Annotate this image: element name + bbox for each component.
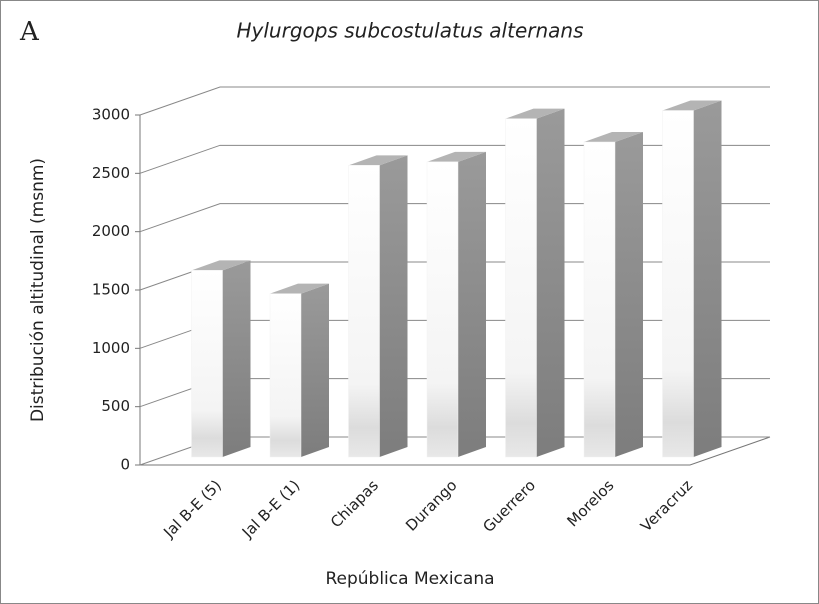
y-axis-label: Distribución altitudinal (msnm) <box>28 158 48 422</box>
bar <box>426 161 459 458</box>
bar-top <box>191 260 251 271</box>
y-tick-label: 2500 <box>92 164 130 182</box>
bar-side <box>301 283 329 457</box>
bar-top <box>505 108 565 119</box>
floor <box>140 436 771 466</box>
y-tick-label: 1500 <box>92 281 130 299</box>
x-axis-label: República Mexicana <box>325 569 494 589</box>
bar-top <box>662 100 722 111</box>
y-tick-label: 1000 <box>92 339 130 357</box>
bar-side <box>458 151 486 458</box>
bar <box>269 293 302 458</box>
bar-side <box>615 132 643 457</box>
bar-top <box>348 155 408 166</box>
chart-title: Hylurgops subcostulatus alternans <box>236 19 583 43</box>
bar-side <box>222 260 251 457</box>
bar-side <box>379 155 408 458</box>
bar-top <box>584 132 643 142</box>
bar-side <box>693 100 722 457</box>
bar <box>191 270 223 458</box>
y-tick-label: 0 <box>120 456 130 474</box>
bar-side <box>536 108 565 458</box>
grid-line <box>139 86 770 116</box>
bar <box>583 141 616 458</box>
bar <box>505 118 537 458</box>
bar-top <box>427 151 486 162</box>
y-tick-label: 500 <box>101 397 130 415</box>
panel-label: A <box>19 17 40 47</box>
y-tick-label: 3000 <box>92 106 130 124</box>
bar-top <box>270 283 329 294</box>
bar <box>348 165 380 458</box>
bar <box>662 110 694 458</box>
y-tick-label: 2000 <box>92 222 130 240</box>
